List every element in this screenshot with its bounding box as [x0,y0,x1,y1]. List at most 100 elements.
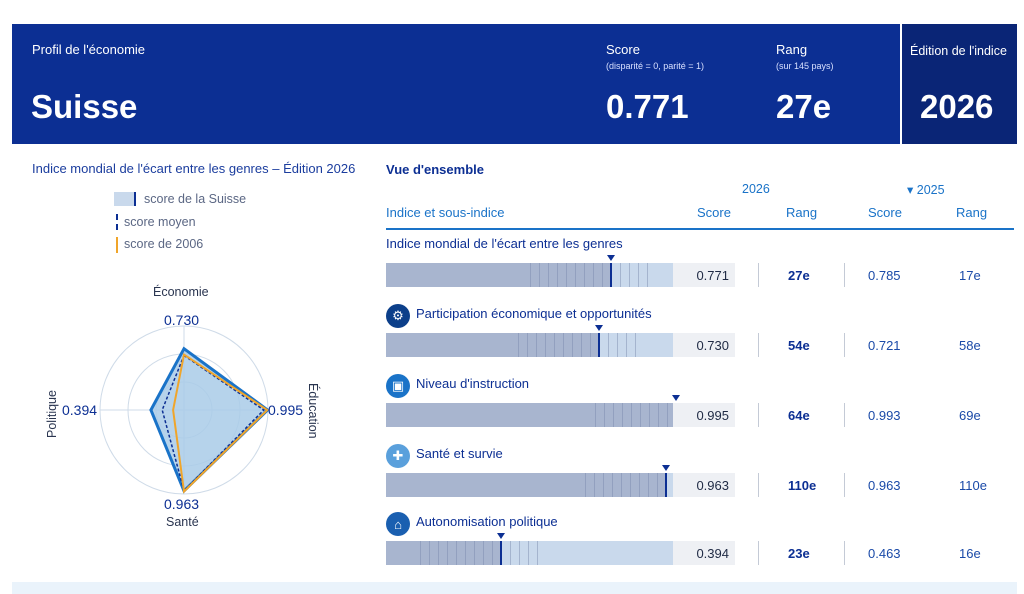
score-marker [610,263,612,287]
distribution-tick [529,263,531,287]
distribution-tick [589,333,591,357]
distribution-tick [612,473,614,497]
score-2026: 0.730 [673,333,735,357]
score-marker [665,473,667,497]
column-separator [758,473,759,497]
rank-2026: 64e [788,408,810,423]
radar-axis-label-economy: Économie [153,285,209,299]
distribution-tick [537,541,539,565]
column-separator [844,473,845,497]
distribution-tick [547,263,549,287]
distribution-tick [526,333,528,357]
score-bar-fill [386,333,598,357]
footer-strip [12,582,1017,594]
book-icon: ▣ [386,374,410,398]
rank-2025: 16e [959,546,981,561]
parliament-icon: ⌂ [386,512,410,536]
radar-value-economy: 0.730 [164,312,200,328]
legend-swatch-country [114,192,136,206]
legend-swatch-average [116,214,118,230]
row-title: Autonomisation politique [416,514,558,529]
header-banner: Profil de l'économie Suisse Score (dispa… [12,24,1017,144]
rank-2026: 54e [788,338,810,353]
distribution-tick [594,473,596,497]
distribution-tick [553,333,555,357]
header-rule [386,228,1014,230]
score-2025: 0.993 [868,408,901,423]
col-score-2025-header: Score [868,205,902,220]
distribution-tick [619,263,621,287]
radar-series-country [149,346,270,494]
distribution-tick [510,541,512,565]
row-title: Indice mondial de l'écart entre les genr… [386,236,623,251]
distribution-tick [657,403,659,427]
average-marker [662,465,670,471]
column-separator [844,263,845,287]
col-index-header: Indice et sous-indice [386,205,505,220]
rank-2025: 110e [959,478,987,493]
radar-axis-label-education: Éducation [306,383,320,439]
score-value: 0.771 [606,88,689,125]
col-rank-2026-header: Rang [786,205,818,220]
column-separator [758,403,759,427]
distribution-tick [535,333,537,357]
column-separator [844,403,845,427]
row-title: Participation économique et opportunités [416,306,652,321]
radar-axis-label-politics: Politique [45,390,59,438]
distribution-tick [562,333,564,357]
column-separator [758,541,759,565]
rank-2025: 17e [959,268,981,283]
distribution-tick [628,263,630,287]
radar-title: Indice mondial de l'écart entre les genr… [32,161,356,176]
legend-2006: score de 2006 [124,237,204,251]
distribution-tick [616,333,618,357]
rank-2025: 58e [959,338,981,353]
distribution-tick [639,473,641,497]
distribution-tick [492,541,494,565]
score-2026: 0.771 [673,263,735,287]
column-separator [758,333,759,357]
score-2026: 0.394 [673,541,735,565]
average-marker [672,395,680,401]
distribution-tick [612,403,614,427]
distribution-tick [603,403,605,427]
distribution-tick [648,473,650,497]
distribution-tick [517,333,519,357]
distribution-tick [580,333,582,357]
distribution-tick [646,263,648,287]
col-rank-2025-header: Rang [956,205,988,220]
col-score-2026-header: Score [697,205,731,220]
distribution-tick [592,263,594,287]
score-marker [598,333,600,357]
distribution-tick [519,541,521,565]
score-2026: 0.995 [673,403,735,427]
distribution-tick [456,541,458,565]
distribution-tick [621,403,623,427]
score-bar-fill [386,403,675,427]
score-2025: 0.963 [868,478,901,493]
country-name: Suisse [31,88,138,125]
distribution-tick [483,541,485,565]
year-previous-dropdown[interactable]: ▾ 2025 [907,183,945,197]
rank-sub: (sur 145 pays) [776,61,834,71]
legend-swatch-2006 [116,237,118,253]
rank-value: 27e [776,88,832,125]
distribution-tick [637,263,639,287]
score-sub: (disparité = 0, parité = 1) [606,61,705,71]
score-2025: 0.463 [868,546,901,561]
distribution-tick [594,403,596,427]
rank-2025: 69e [959,408,981,423]
average-marker [607,255,615,261]
distribution-tick [583,263,585,287]
distribution-tick [607,333,609,357]
column-separator [844,333,845,357]
row-title: Santé et survie [416,446,503,461]
score-2025: 0.785 [868,268,901,283]
legend-country: score de la Suisse [144,192,247,206]
row-title: Niveau d'instruction [416,376,530,391]
overview-title: Vue d'ensemble [386,162,484,177]
distribution-tick [465,541,467,565]
radar-chart [99,325,270,495]
score-bar-fill [386,473,665,497]
column-separator [758,263,759,287]
